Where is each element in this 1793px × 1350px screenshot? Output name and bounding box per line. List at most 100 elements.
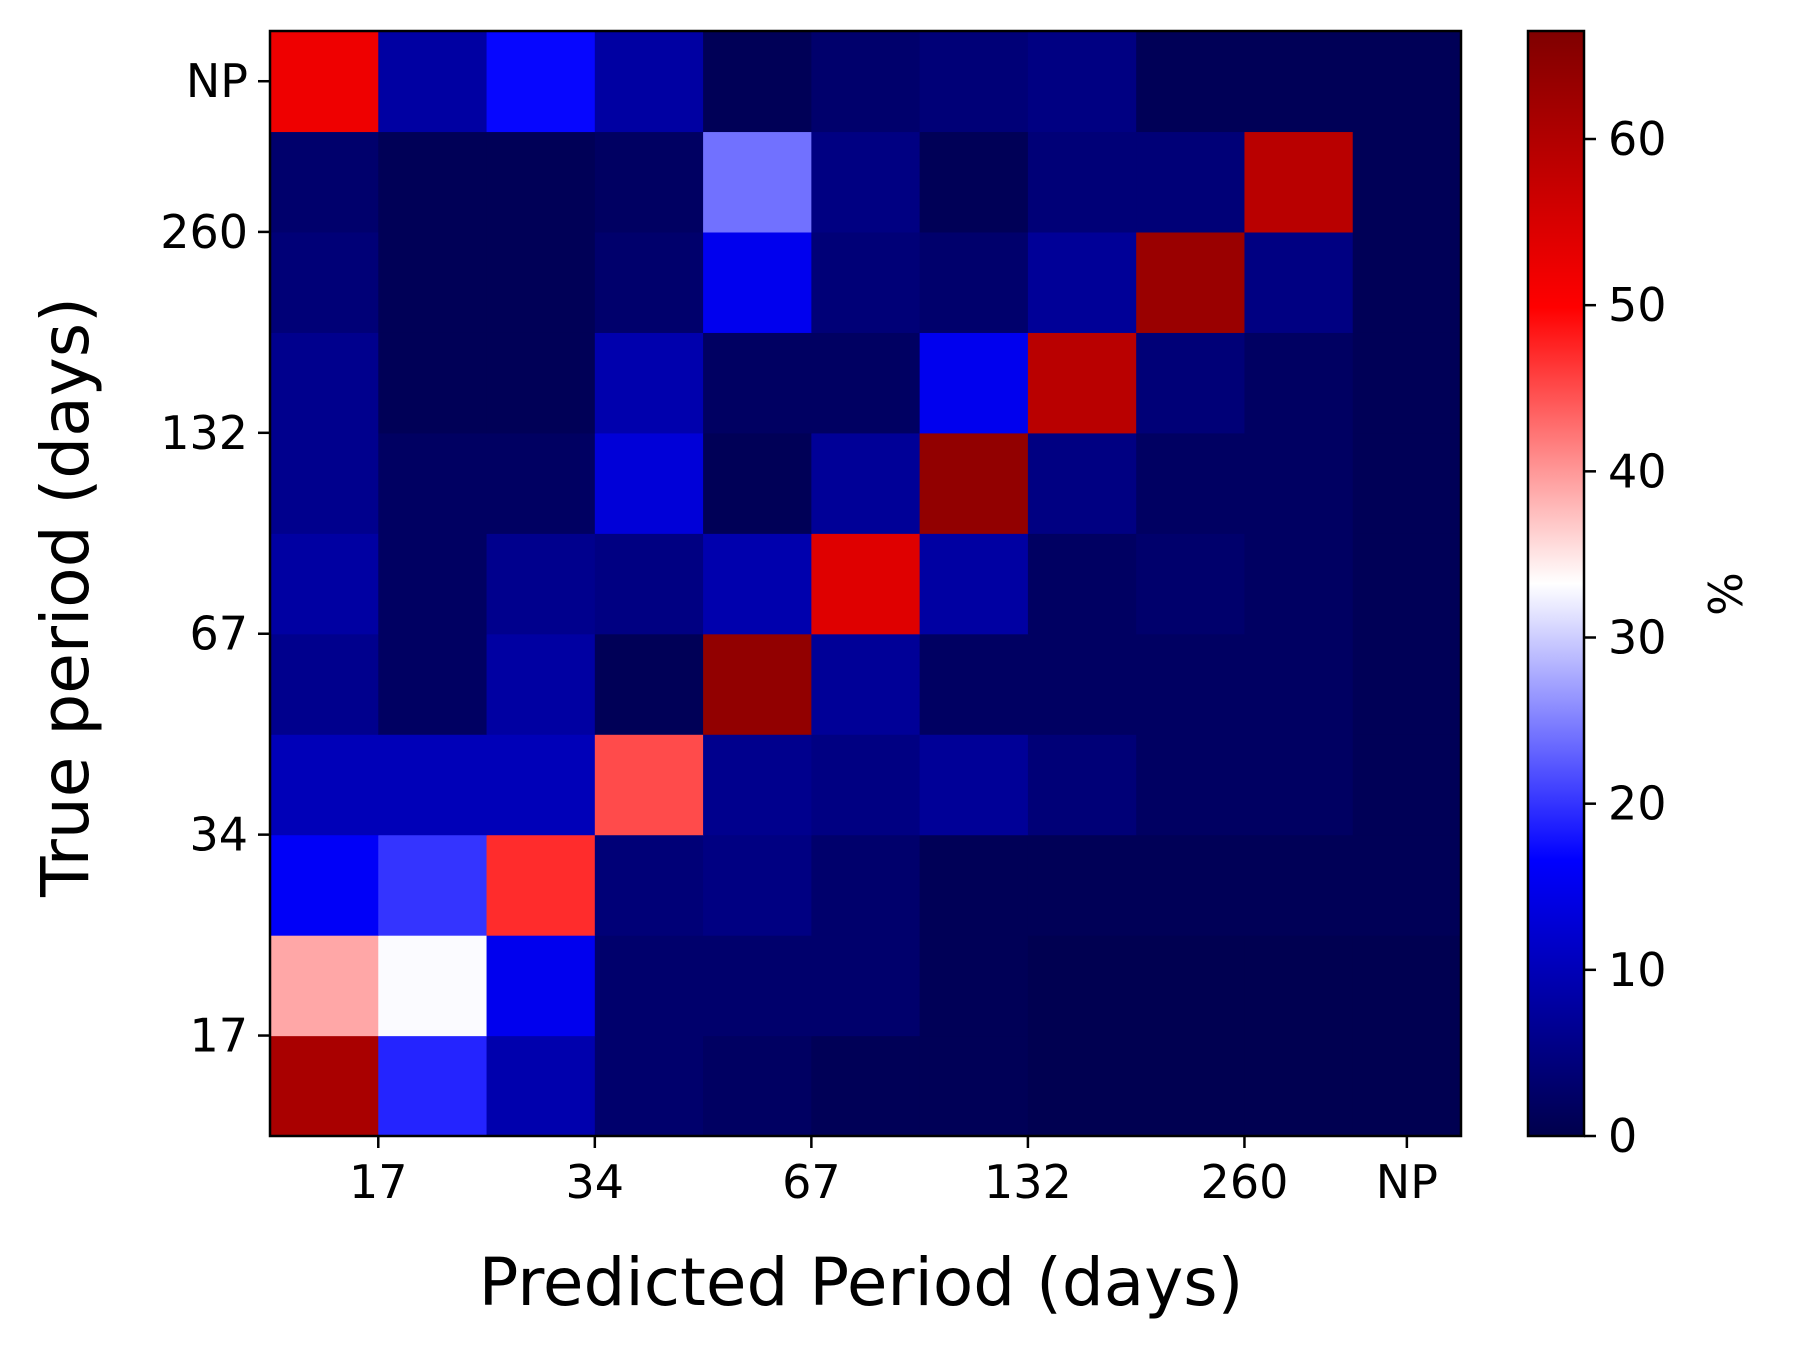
colorbar-tick-label: 10: [1608, 943, 1667, 997]
y-tick-label: NP: [186, 54, 248, 108]
heatmap-cell: [270, 633, 379, 735]
heatmap-cell: [1136, 734, 1246, 836]
heatmap-cell: [270, 533, 379, 635]
heatmap-cell: [270, 935, 379, 1037]
heatmap-cell: [594, 131, 704, 233]
colorbar-label: %: [1699, 572, 1753, 616]
heatmap-cell: [1244, 734, 1354, 836]
y-tick-label: 260: [160, 205, 248, 259]
heatmap-cell: [811, 432, 921, 534]
heatmap-cell: [1352, 231, 1462, 333]
colorbar-tick-label: 50: [1608, 278, 1667, 332]
heatmap-cell: [1244, 633, 1354, 735]
heatmap-cell: [919, 533, 1029, 635]
heatmap-cell: [703, 432, 812, 534]
heatmap-cell: [703, 834, 812, 936]
x-tick-label: NP: [1376, 1155, 1438, 1209]
heatmap-cell: [270, 834, 379, 936]
heatmap-cell: [1352, 332, 1462, 434]
heatmap-cell: [1027, 734, 1137, 836]
heatmap-cell: [1352, 131, 1462, 233]
heatmap-cell: [378, 131, 488, 233]
heatmap-cell: [1027, 533, 1137, 635]
heatmap-cell: [1136, 834, 1246, 936]
plot-frame: [268, 29, 1463, 1138]
x-tick-label: 67: [782, 1155, 841, 1209]
heatmap-cell: [378, 734, 488, 836]
heatmap-cell: [378, 633, 488, 735]
heatmap-cell: [1352, 432, 1462, 534]
heatmap-cell: [270, 734, 379, 836]
colorbar-tick-label: 60: [1608, 112, 1667, 166]
heatmap-cell: [1244, 1035, 1354, 1137]
colorbar-ticks: 0 10 20 30 40 50 60: [1584, 112, 1667, 1163]
heatmap-cell: [919, 432, 1029, 534]
heatmap-cell: [270, 332, 379, 434]
heatmap-cell: [594, 734, 704, 836]
x-tick-label: 34: [566, 1155, 625, 1209]
heatmap-cell: [1136, 1035, 1246, 1137]
heatmap-cell: [270, 31, 379, 133]
colorbar-tick-label: 20: [1608, 777, 1667, 831]
heatmap-cell: [594, 633, 704, 735]
heatmap-cell: [703, 31, 812, 133]
heatmap-cell: [270, 1035, 379, 1137]
heatmap-cell: [1027, 31, 1137, 133]
heatmap-cell: [1244, 935, 1354, 1037]
heatmap-cell: [1136, 432, 1246, 534]
x-tick-label: 260: [1201, 1155, 1289, 1209]
heatmap-cell: [1244, 231, 1354, 333]
heatmap-cell: [594, 1035, 704, 1137]
colorbar-tick-label: 30: [1608, 611, 1667, 665]
heatmap-cell: [811, 31, 921, 133]
heatmap-cell: [811, 834, 921, 936]
heatmap-cell: [919, 734, 1029, 836]
x-axis-label: Predicted Period (days): [479, 1244, 1244, 1321]
heatmap-cell: [486, 1035, 596, 1137]
heatmap-cell: [486, 633, 596, 735]
heatmap-cell: [594, 231, 704, 333]
heatmap-cell: [1352, 1035, 1462, 1137]
heatmap-cell: [486, 834, 596, 936]
heatmap-cell: [811, 231, 921, 333]
heatmap-cell: [1136, 31, 1246, 133]
heatmap-cell: [703, 734, 812, 836]
heatmap-cell: [1027, 633, 1137, 735]
heatmap-cell: [811, 332, 921, 434]
heatmap-cell: [811, 633, 921, 735]
heatmap-cell: [270, 131, 379, 233]
heatmap-cell: [811, 935, 921, 1037]
heatmap-cell: [919, 1035, 1029, 1137]
heatmap-cell: [1027, 935, 1137, 1037]
heatmap-cell: [919, 131, 1029, 233]
heatmap-cell: [1027, 432, 1137, 534]
y-tick-label: 67: [189, 607, 248, 661]
heatmap-cell: [811, 131, 921, 233]
heatmap-cell: [378, 935, 488, 1037]
heatmap-cell: [378, 31, 488, 133]
heatmap-cell: [1136, 131, 1246, 233]
colorbar: [1526, 29, 1586, 1138]
heatmap-cell: [378, 231, 488, 333]
y-axis-label: True period (days): [27, 297, 104, 898]
heatmap-cell: [378, 1035, 488, 1137]
heatmap-cell: [270, 432, 379, 534]
heatmap-cell: [1244, 31, 1354, 133]
heatmap-cell: [594, 31, 704, 133]
heatmap-cell: [594, 432, 704, 534]
heatmap-cell: [1352, 533, 1462, 635]
heatmap-cell: [486, 332, 596, 434]
heatmap-cell: [378, 533, 488, 635]
heatmap-cell: [594, 935, 704, 1037]
heatmap-cell: [703, 1035, 812, 1137]
heatmap-cell: [270, 231, 379, 333]
y-axis-ticks: 17 34 67 132 260 NP: [160, 54, 270, 1063]
heatmap-cell: [1136, 633, 1246, 735]
heatmap-cell: [1027, 231, 1137, 333]
heatmap-cell: [919, 231, 1029, 333]
heatmap-cell: [1352, 633, 1462, 735]
heatmap-cell: [1244, 834, 1354, 936]
heatmap-cell: [378, 332, 488, 434]
heatmap-cell: [1244, 131, 1354, 233]
